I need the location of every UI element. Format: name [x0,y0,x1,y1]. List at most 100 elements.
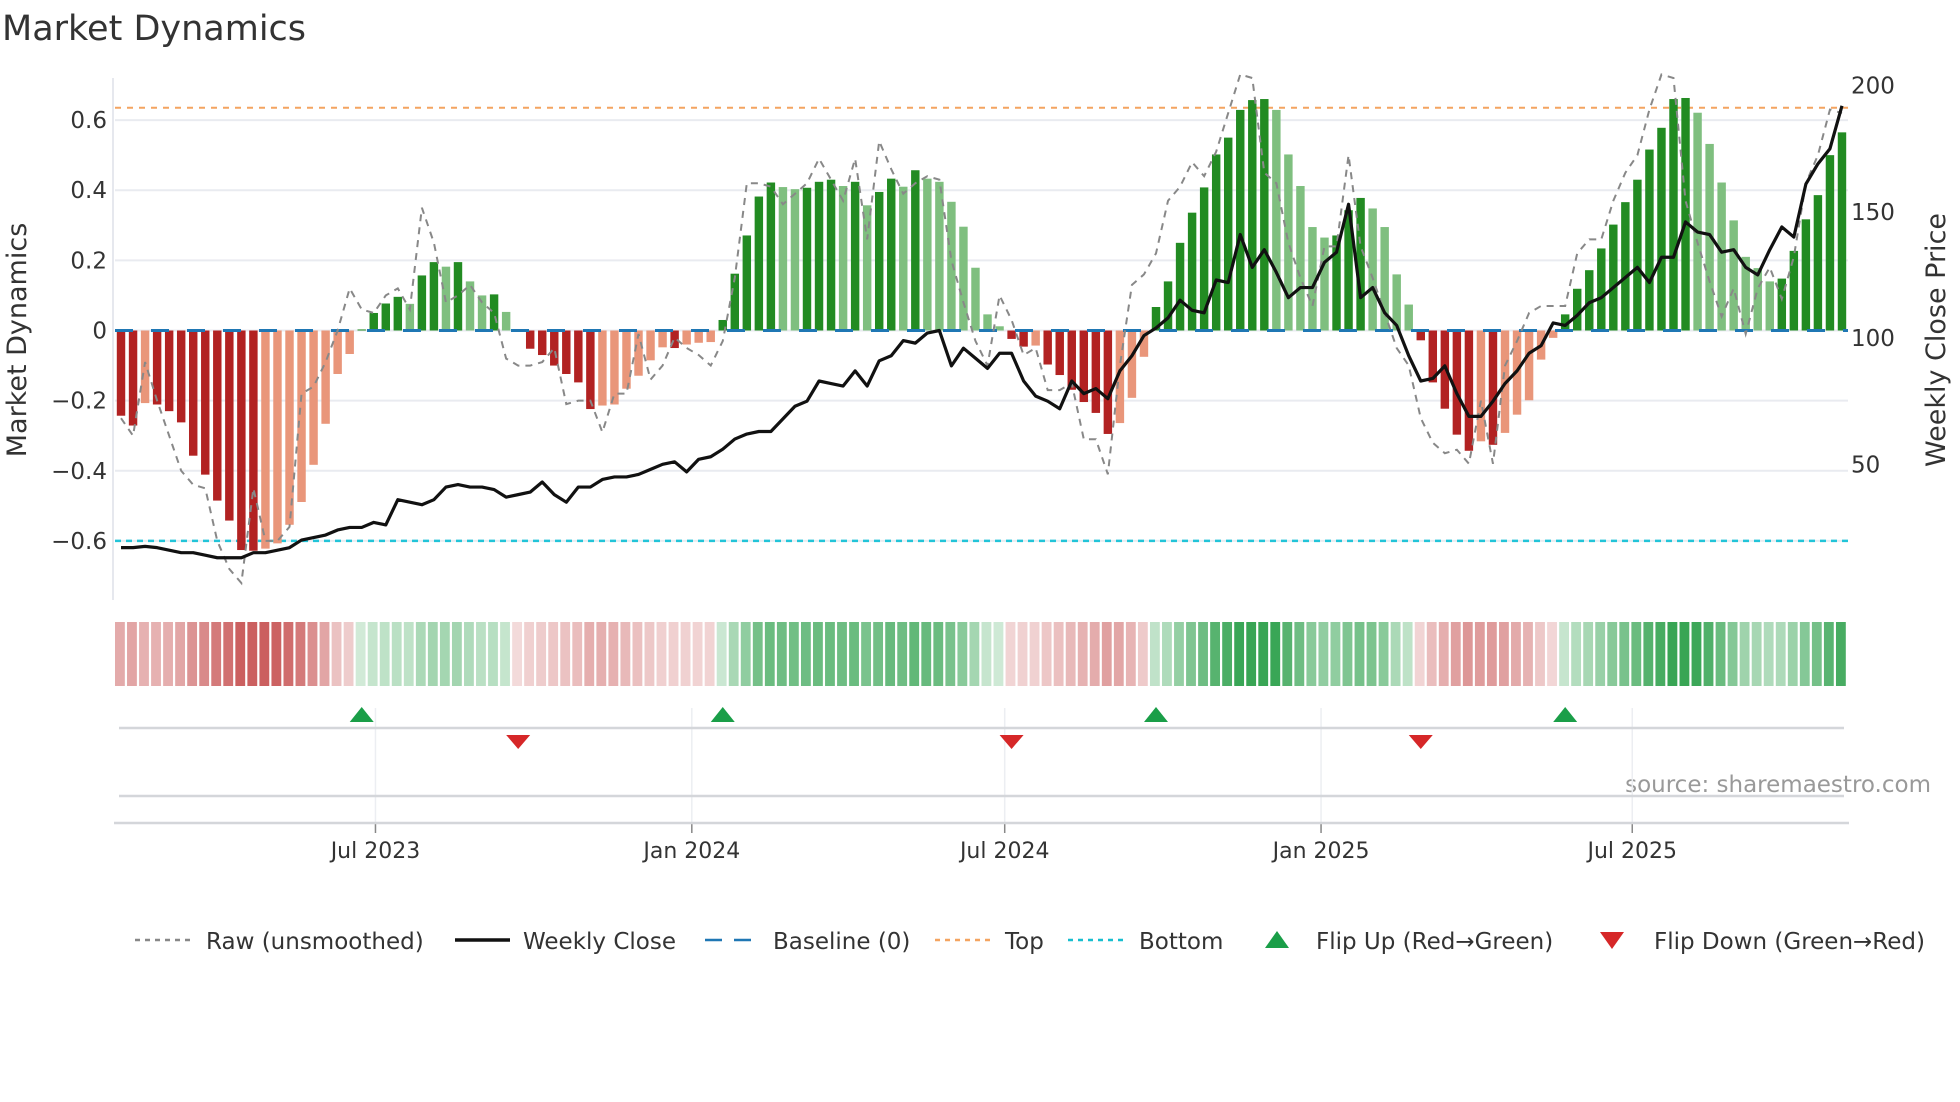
momentum-bar [754,196,764,331]
momentum-bar [634,330,643,376]
heat-cell [1246,622,1257,686]
momentum-bar [1308,227,1317,331]
momentum-bar [1368,208,1377,331]
momentum-bar [1717,182,1726,331]
momentum-bar [874,191,884,331]
momentum-bar [1356,197,1365,331]
momentum-bar [935,181,944,331]
heat-cell [1667,622,1678,686]
momentum-bar [959,226,968,331]
momentum-bar [742,235,752,331]
heat-cell [1101,622,1112,686]
heat-cell [1402,622,1413,686]
heat-cell [1763,622,1774,686]
y-tick-label: −0.2 [51,389,107,415]
momentum-bar [1019,330,1028,347]
heat-cell [1450,622,1461,686]
legend-label: Flip Down (Green→Red) [1654,929,1925,955]
heat-cell [211,622,222,686]
heat-cell [837,622,847,686]
heat-cell [1835,622,1846,686]
momentum-bar [249,330,258,551]
heat-cell [1438,622,1449,686]
flip-up-marker [1144,707,1169,722]
momentum-bar [1199,187,1209,331]
heat-cell [716,622,727,686]
momentum-bar [862,205,872,331]
momentum-bar [1765,281,1774,331]
momentum-bar [225,330,234,521]
x-tick-label: Jul 2024 [958,839,1050,864]
momentum-bar [1741,256,1750,331]
heat-cell [367,622,378,686]
heat-cell [632,622,643,686]
momentum-bar [213,330,222,501]
momentum-bar [1127,330,1137,398]
momentum-bar [381,303,390,331]
momentum-bar [1043,330,1052,365]
heat-cell [127,622,137,686]
heat-cell [1775,622,1786,686]
heat-cell [1414,622,1425,686]
heat-cell [945,622,956,686]
momentum-bar [1560,314,1570,331]
momentum-bar [1211,154,1221,331]
momentum-bar [1753,268,1762,331]
legend-label: Baseline (0) [773,929,910,955]
heat-cell [1029,622,1040,686]
momentum-bar [718,319,727,331]
momentum-bar [1573,288,1582,331]
heat-cell [1739,622,1750,686]
weekly-close-line [121,105,1844,560]
momentum-bar [1777,278,1787,331]
heat-cell [1787,622,1798,686]
heat-cell [1474,622,1485,686]
heat-cell [235,622,246,686]
flip-down-marker [999,735,1024,749]
heat-cell [476,622,486,686]
y-tick-label: 0.2 [70,248,107,274]
x-tick-label: Jul 2023 [329,839,421,864]
heat-cell [536,622,547,686]
momentum-bar [622,330,631,389]
momentum-bar [1320,237,1329,331]
momentum-bar [1260,99,1269,331]
momentum-bar [730,273,740,331]
momentum-bar [489,294,499,331]
heat-cell [1547,622,1557,686]
momentum-bar [1488,330,1498,445]
momentum-bar [285,330,294,525]
momentum-bar [706,330,715,343]
momentum-bar [525,330,535,349]
momentum-bar [1344,210,1353,331]
momentum-bar [1693,112,1702,331]
momentum-bar [128,330,138,426]
momentum-bar [1163,281,1173,331]
momentum-bars [115,97,1848,551]
heat-cell [620,622,631,686]
heat-cell [295,622,306,686]
momentum-bar [417,275,427,331]
heat-cell [1691,622,1702,686]
heat-cell [1306,622,1317,686]
heat-cell [1559,622,1570,686]
heat-cell [1571,622,1582,686]
momentum-bar [1645,149,1654,331]
heat-cell [1486,622,1497,686]
x-tick-label: Jan 2024 [641,839,740,864]
heat-cell [572,622,583,686]
heat-cell [464,622,474,686]
momentum-bar [1404,304,1413,331]
momentum-bar [1548,330,1558,338]
momentum-bar [201,330,210,475]
heat-cell [596,622,607,686]
momentum-bar [923,178,932,331]
flip-up-marker [710,707,735,722]
heat-cell [1595,622,1606,686]
legend-label: Bottom [1139,929,1223,955]
heat-cell [199,622,210,686]
heat-cell [271,622,282,686]
momentum-bar [658,330,667,348]
legend-label: Top [1004,929,1044,955]
heat-cell [608,622,619,686]
